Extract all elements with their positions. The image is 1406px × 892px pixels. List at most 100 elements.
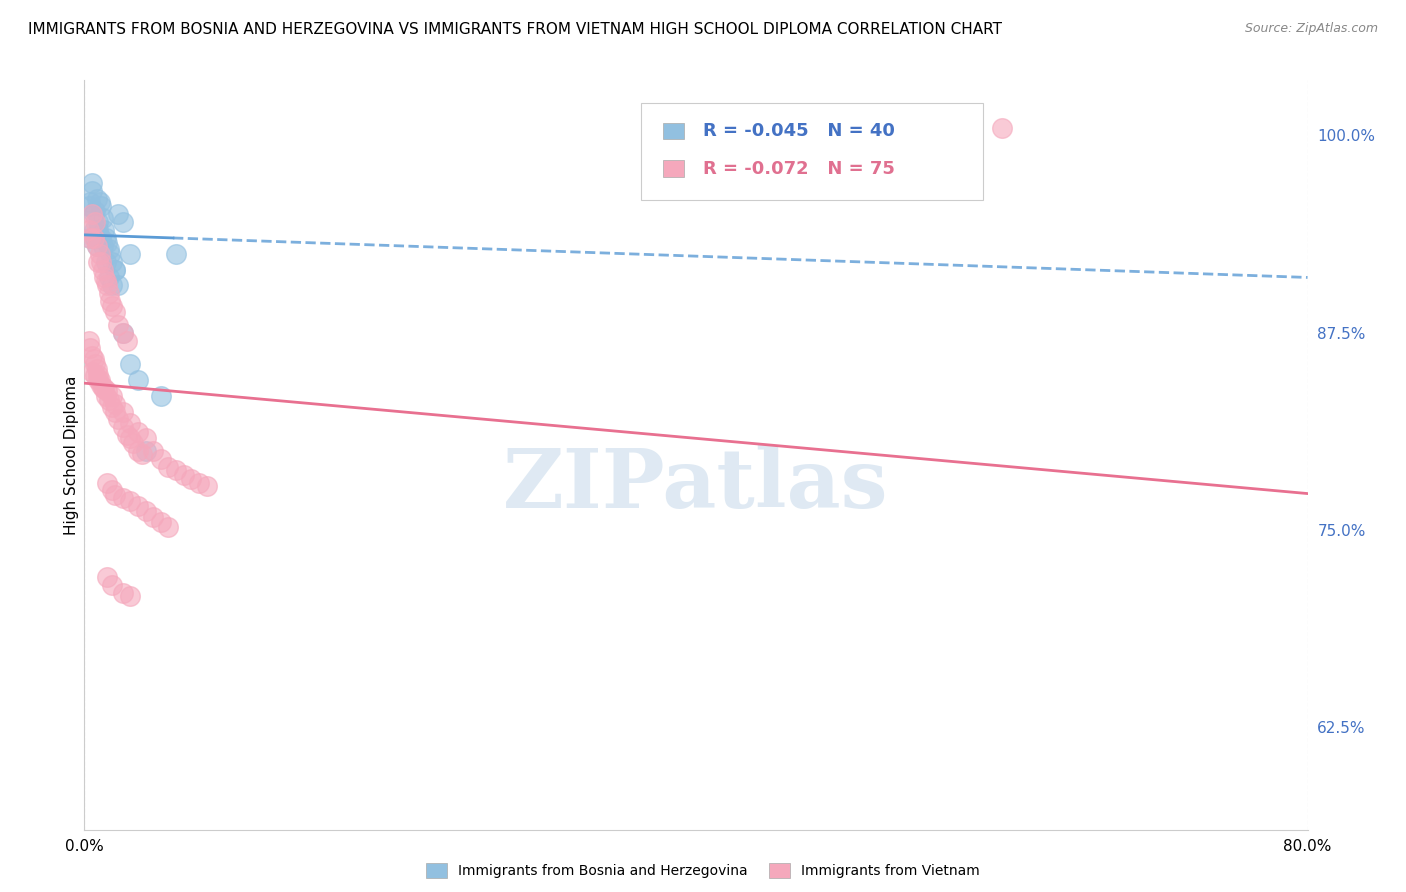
Point: [83, 223, 105, 237]
Point: [90, 199, 112, 213]
Point: [101, 578, 124, 592]
Point: [131, 447, 153, 461]
Point: [107, 278, 129, 293]
Point: [111, 586, 134, 600]
Point: [101, 299, 124, 313]
Point: [93, 381, 115, 395]
Point: [79, 194, 101, 209]
Point: [86, 192, 108, 206]
Point: [98, 294, 121, 309]
Point: [115, 428, 138, 442]
Point: [104, 262, 127, 277]
Point: [84, 204, 107, 219]
Point: [77, 199, 100, 213]
Point: [86, 239, 108, 253]
Point: [77, 223, 100, 237]
Point: [90, 254, 112, 268]
Point: [142, 510, 165, 524]
Point: [101, 389, 124, 403]
FancyBboxPatch shape: [664, 161, 685, 177]
Point: [89, 194, 111, 209]
Point: [120, 416, 142, 430]
Point: [111, 326, 134, 340]
Point: [83, 207, 105, 221]
Point: [94, 231, 117, 245]
Point: [87, 223, 110, 237]
Point: [91, 239, 114, 253]
Point: [120, 431, 142, 445]
Point: [94, 274, 117, 288]
Point: [86, 362, 108, 376]
Point: [96, 278, 118, 293]
Point: [94, 389, 117, 403]
Point: [122, 436, 145, 450]
Point: [127, 373, 149, 387]
Point: [91, 262, 114, 277]
Point: [83, 352, 105, 367]
Point: [195, 478, 218, 492]
Point: [173, 467, 195, 482]
Point: [135, 431, 157, 445]
Text: Source: ZipAtlas.com: Source: ZipAtlas.com: [1244, 22, 1378, 36]
Point: [97, 286, 120, 301]
Point: [80, 176, 103, 190]
Text: R = -0.045   N = 40: R = -0.045 N = 40: [703, 122, 894, 140]
Point: [84, 231, 107, 245]
Point: [107, 318, 129, 332]
Point: [135, 504, 157, 518]
FancyBboxPatch shape: [664, 123, 685, 139]
Point: [83, 231, 105, 245]
Point: [87, 373, 110, 387]
Point: [96, 570, 118, 584]
Point: [87, 368, 110, 383]
Point: [89, 231, 111, 245]
Point: [157, 459, 180, 474]
Point: [149, 451, 172, 466]
Point: [80, 184, 103, 198]
Point: [188, 475, 211, 490]
Point: [97, 393, 120, 408]
Point: [101, 278, 124, 293]
Point: [107, 412, 129, 426]
Point: [104, 488, 127, 502]
Point: [87, 254, 110, 268]
Point: [84, 368, 107, 383]
Point: [97, 242, 120, 256]
Point: [104, 404, 127, 418]
Point: [127, 425, 149, 439]
Legend: Immigrants from Bosnia and Herzegovina, Immigrants from Vietnam: Immigrants from Bosnia and Herzegovina, …: [419, 856, 987, 885]
Point: [135, 444, 157, 458]
Point: [97, 270, 120, 285]
Point: [87, 215, 110, 229]
Point: [111, 420, 134, 434]
Point: [84, 215, 107, 229]
Point: [111, 404, 134, 418]
Point: [101, 254, 124, 268]
Point: [120, 247, 142, 261]
Point: [77, 334, 100, 348]
Point: [91, 381, 114, 395]
Point: [104, 305, 127, 319]
Point: [79, 231, 101, 245]
Point: [91, 211, 114, 225]
Point: [165, 247, 187, 261]
Text: IMMIGRANTS FROM BOSNIA AND HERZEGOVINA VS IMMIGRANTS FROM VIETNAM HIGH SCHOOL DI: IMMIGRANTS FROM BOSNIA AND HERZEGOVINA V…: [28, 22, 1002, 37]
Point: [149, 515, 172, 529]
Point: [111, 215, 134, 229]
Point: [89, 247, 111, 261]
Point: [115, 334, 138, 348]
Point: [86, 239, 108, 253]
Text: R = -0.072   N = 75: R = -0.072 N = 75: [703, 160, 894, 178]
Point: [98, 247, 121, 261]
Point: [127, 499, 149, 513]
Point: [107, 207, 129, 221]
Point: [111, 326, 134, 340]
Point: [79, 342, 101, 356]
Point: [127, 444, 149, 458]
Point: [79, 231, 101, 245]
FancyBboxPatch shape: [641, 103, 983, 200]
Point: [120, 494, 142, 508]
Point: [94, 254, 117, 268]
Point: [149, 389, 172, 403]
Point: [111, 491, 134, 506]
